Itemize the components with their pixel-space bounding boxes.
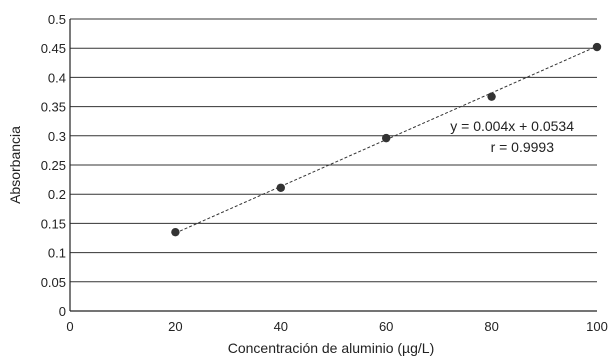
gridlines xyxy=(70,18,597,283)
y-axis-title: Absorbancia xyxy=(7,126,23,204)
y-tick-label: 0.45 xyxy=(41,41,66,56)
y-tick-label: 0.1 xyxy=(48,246,66,261)
x-tick-label: 40 xyxy=(274,319,288,334)
x-tick-label: 80 xyxy=(484,319,498,334)
y-tick-label: 0.4 xyxy=(48,70,66,85)
y-tick-label: 0.35 xyxy=(41,100,66,115)
y-tick-label: 0.5 xyxy=(48,12,66,27)
y-tick-label: 0.25 xyxy=(41,158,66,173)
data-point xyxy=(592,42,602,52)
y-tick-label: 0.2 xyxy=(48,187,66,202)
y-tick-label: 0 xyxy=(59,304,66,319)
x-tick-label: 60 xyxy=(379,319,393,334)
r-value-annotation: r = 0.9993 xyxy=(491,139,555,155)
y-tick-label: 0.05 xyxy=(41,275,66,290)
y-tick-label: 0.15 xyxy=(41,216,66,231)
axes xyxy=(69,19,597,312)
x-axis-title: Concentración de aluminio (µg/L) xyxy=(228,340,435,356)
data-point xyxy=(382,133,391,143)
equation-annotation: y = 0.004x + 0.0534 xyxy=(450,118,574,134)
data-point xyxy=(171,227,180,237)
data-point xyxy=(487,92,496,101)
x-tick-label: 0 xyxy=(66,319,73,334)
y-tick-labels: 0 0.05 0.1 0.15 0.2 0.25 0.3 0.35 0.4 0.45 0.5 xyxy=(41,12,66,319)
x-tick-label: 100 xyxy=(586,319,608,334)
data-points xyxy=(171,42,602,237)
y-tick-label: 0.3 xyxy=(48,129,66,144)
x-tick-label: 20 xyxy=(168,319,182,334)
x-tick-labels: 0 20 40 60 80 100 xyxy=(66,319,607,334)
data-point xyxy=(276,183,285,192)
